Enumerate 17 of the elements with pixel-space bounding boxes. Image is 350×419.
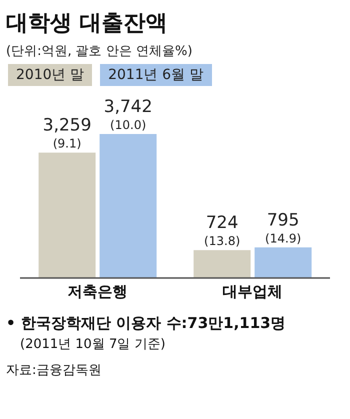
chart-title: 대학생 대출잔액 [5, 10, 169, 38]
data-label: 795 (14.9) [265, 210, 302, 246]
text: (2011년 10월 7일 기준) [19, 336, 166, 353]
text: • 한국장학재단 이용자 수:73만1,113명 [6, 314, 287, 333]
x-tick-label: 저축은행 [68, 282, 128, 301]
bar [194, 250, 251, 278]
bar [100, 134, 157, 278]
data-label: 3,742 (10.0) [104, 97, 152, 132]
text: 2010년 말 [8, 64, 92, 86]
text: 자료:금융감독원 [6, 362, 102, 379]
x-tick-label: 대부업체 [222, 282, 282, 301]
bar [254, 247, 312, 278]
bar [38, 152, 96, 278]
text: 2011년 6월 말 [100, 64, 212, 86]
data-label: 724 (13.8) [204, 213, 240, 248]
data-label: 3,259 (9.1) [42, 116, 92, 151]
chart-subtitle: (단위:억원, 괄호 안은 연체율%) [5, 43, 194, 60]
